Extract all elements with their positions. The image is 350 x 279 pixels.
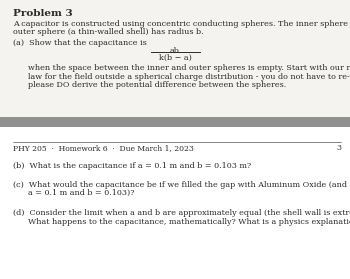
Text: PHY 205  ·  Homework 6  ·  Due March 1, 2023: PHY 205 · Homework 6 · Due March 1, 2023: [13, 144, 194, 152]
Text: (c)  What would the capacitance be if we filled the gap with Aluminum Oxide (and: (c) What would the capacitance be if we …: [13, 181, 350, 189]
Text: outer sphere (a thin-walled shell) has radius b.: outer sphere (a thin-walled shell) has r…: [13, 28, 204, 36]
Text: (d)  Consider the limit when a and b are approximately equal (the shell wall is : (d) Consider the limit when a and b are …: [13, 209, 350, 217]
Text: please DO derive the potential difference between the spheres.: please DO derive the potential differenc…: [28, 81, 286, 89]
Text: ab: ab: [170, 47, 180, 55]
Text: (b)  What is the capacitance if a = 0.1 m and b = 0.103 m?: (b) What is the capacitance if a = 0.1 m…: [13, 162, 252, 170]
Text: a = 0.1 m and b = 0.103)?: a = 0.1 m and b = 0.103)?: [13, 189, 135, 197]
Text: law for the field outside a spherical charge distribution - you do not have to r: law for the field outside a spherical ch…: [28, 73, 350, 81]
Text: What happens to the capacitance, mathematically? What is a physics explanation f: What happens to the capacitance, mathema…: [13, 218, 350, 226]
Text: (a)  Show that the capacitance is: (a) Show that the capacitance is: [13, 39, 147, 47]
Text: 3: 3: [336, 144, 341, 152]
Bar: [0, 127, 350, 279]
Text: Problem 3: Problem 3: [13, 9, 73, 18]
Text: A capacitor is constructed using concentric conducting spheres. The inner sphere: A capacitor is constructed using concent…: [13, 20, 350, 28]
Bar: [0, 117, 350, 127]
Text: k(b − a): k(b − a): [159, 54, 191, 62]
Text: when the space between the inner and outer spheres is empty. Start with our resu: when the space between the inner and out…: [28, 64, 350, 72]
